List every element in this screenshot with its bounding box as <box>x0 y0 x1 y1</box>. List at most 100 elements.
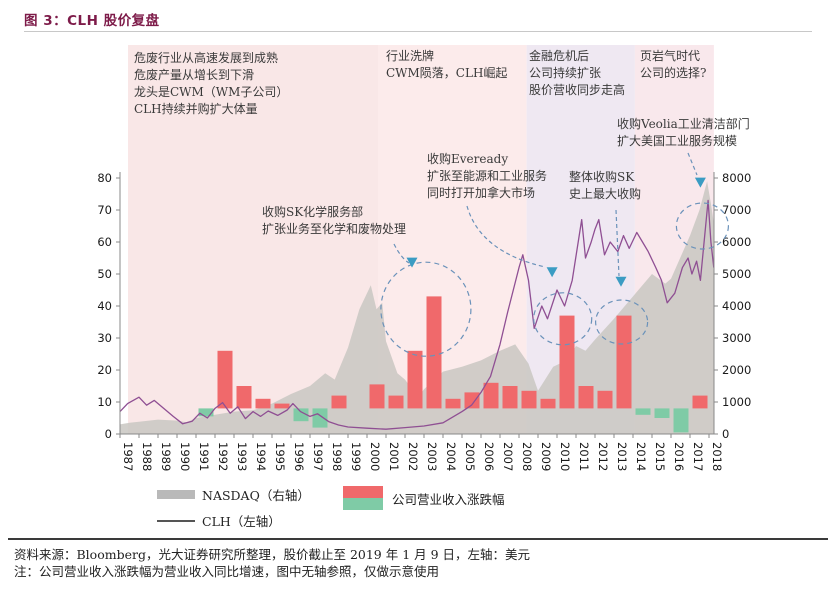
x-axis-tick: 1999 <box>349 442 363 471</box>
x-axis-tick: 1994 <box>254 442 268 471</box>
left-axis-tick: 60 <box>97 235 112 249</box>
revenue-bar-1993 <box>236 386 252 409</box>
annotation-line: 龙头是CWM（WM子公司） <box>134 85 289 99</box>
x-axis-tick: 1993 <box>235 442 249 471</box>
source-line: 资料来源：Bloomberg，光大证券研究所整理，股价截止至 2019 年 1 … <box>14 547 531 562</box>
x-axis-tick: 2003 <box>425 442 439 471</box>
annotation-line: 收购SK化学服务部 <box>262 205 364 219</box>
callout-arrow-icon <box>546 267 558 278</box>
legend-label-clh: CLH（左轴） <box>202 514 281 529</box>
right-axis-tick: 6000 <box>722 235 751 249</box>
revenue-up-swatch <box>343 486 383 498</box>
x-axis-tick: 1998 <box>330 442 344 471</box>
x-axis-tick: 2012 <box>596 442 610 471</box>
right-axis-tick: 7000 <box>722 203 751 217</box>
right-axis-tick: 4000 <box>722 299 751 313</box>
right-axis-tick: 8000 <box>722 171 751 185</box>
x-axis-tick: 1988 <box>140 442 154 471</box>
x-axis-tick: 2000 <box>368 442 382 471</box>
x-axis-tick: 1990 <box>178 442 192 471</box>
annotation-line: CWM陨落，CLH崛起 <box>386 66 508 80</box>
left-axis-tick: 0 <box>105 427 112 441</box>
annotation-line: 公司的选择? <box>640 66 707 80</box>
era-bands <box>128 45 714 434</box>
annotation-sk-chem: 收购SK化学服务部 扩张业务至化学和废物处理 <box>262 204 406 238</box>
annotation-era1: 危废行业从高速发展到成熟 危废产量从增长到下滑龙头是CWM（WM子公司） CLH持续… <box>134 50 288 118</box>
clh-line-swatch <box>157 519 195 522</box>
left-axis-tick: 40 <box>97 299 112 313</box>
x-axis-tick: 2010 <box>558 442 572 471</box>
x-axis-tick: 1996 <box>292 442 306 471</box>
highlight-circle-2 <box>533 292 593 346</box>
annotation-veolia: 收购Veolia工业清洁部门 扩大美国工业服务规模 <box>617 116 750 150</box>
annotation-line: 同时打开加拿大市场 <box>427 186 536 200</box>
revenue-bar-2000 <box>369 384 385 409</box>
x-axis-tick: 2004 <box>444 442 458 471</box>
note-line: 注：公司营业收入涨跌幅为营业收入同比增速，图中无轴参照，仅做示意使用 <box>14 564 440 579</box>
highlight-circle-3 <box>594 299 649 345</box>
annotation-line: 危废产量从增长到下滑 <box>134 68 255 82</box>
x-axis-tick: 2006 <box>482 442 496 471</box>
figure-title: 图 3：CLH 股价复盘 <box>24 13 160 29</box>
revenue-bar-2001 <box>388 395 404 409</box>
revenue-bar-1996 <box>293 408 309 422</box>
left-axis-tick: 10 <box>97 395 112 409</box>
annotation-line: CLH持续并购扩大体量 <box>134 102 258 116</box>
annotation-era3: 金融危机后 公司持续扩张 股价营收同步走高 <box>529 48 625 99</box>
revenue-bar-2007 <box>502 386 518 409</box>
annotation-line: 公司持续扩张 <box>529 66 602 80</box>
revenue-bar-1994 <box>255 398 271 409</box>
x-axis-tick: 2014 <box>634 442 648 471</box>
x-axis-tick: 1989 <box>159 442 173 471</box>
x-axis-tick: 2016 <box>672 442 686 471</box>
x-axis-tick: 2015 <box>653 442 667 471</box>
axis-labels: 0 10 20 30 40 50 60 70 80 0 1000 2000 3000 4000 5000 60… <box>97 171 751 471</box>
footer-divider <box>8 538 828 540</box>
revenue-bar-1991 <box>198 408 214 417</box>
x-axis-tick: 2009 <box>539 442 553 471</box>
revenue-bar-2003 <box>426 296 442 409</box>
annotation-line: 收购Eveready <box>427 152 509 166</box>
callout-connector-4 <box>393 243 410 264</box>
right-axis-tick: 5000 <box>722 267 751 281</box>
revenue-bar-1998 <box>331 395 347 409</box>
x-axis-tick: 1995 <box>273 442 287 471</box>
legend-item-nasdaq: NASDAQ（右轴） <box>157 485 310 504</box>
x-axis-tick: 1991 <box>197 442 211 471</box>
annotation-era4: 页岩气时代 公司的选择? <box>640 48 706 82</box>
annotation-sk-total: 整体收购SK 史上最大收购 <box>569 169 641 203</box>
right-axis-tick: 2000 <box>722 363 751 377</box>
highlight-circle-1 <box>380 261 472 357</box>
x-axis-tick: 2005 <box>463 442 477 471</box>
axes <box>119 172 715 435</box>
callout-connector-1 <box>466 205 546 268</box>
callout-arrow-icon <box>615 276 627 287</box>
revenue-bar-2006 <box>483 382 499 409</box>
annotation-line: 行业洗牌 <box>386 49 435 63</box>
annotation-line: 史上最大收购 <box>569 187 642 201</box>
right-axis-tick: 0 <box>722 427 729 441</box>
revenue-bar-2015 <box>654 408 670 418</box>
x-axis-tick: 2018 <box>710 442 724 471</box>
revenue-bar-2016 <box>673 408 689 433</box>
annotation-line: 收购Veolia工业清洁部门 <box>617 117 750 131</box>
revenue-bar-2014 <box>635 408 651 415</box>
revenue-bar-2005 <box>464 392 480 409</box>
x-axis-tick: 1992 <box>216 442 230 471</box>
x-axis-tick: 2007 <box>501 442 515 471</box>
revenue-bar-2011 <box>578 386 594 409</box>
annotation-line: 股价营收同步走高 <box>529 83 626 97</box>
annotation-era2: 行业洗牌 CWM陨落，CLH崛起 <box>386 48 507 82</box>
annotation-line: 危废行业从高速发展到成熟 <box>134 51 279 65</box>
revenue-bar-1992 <box>217 350 233 409</box>
revenue-bar-1995 <box>274 403 290 409</box>
callout-arrow-icon <box>406 257 418 268</box>
legend-label-revenue: 公司营业收入涨跌幅 <box>392 491 505 507</box>
annotation-line: 扩张至能源和工业服务 <box>427 169 548 183</box>
revenue-bar-2017 <box>692 395 708 409</box>
legend-label-nasdaq: NASDAQ（右轴） <box>202 488 310 503</box>
annotation-markers <box>380 152 730 357</box>
right-axis-tick: 1000 <box>722 395 751 409</box>
